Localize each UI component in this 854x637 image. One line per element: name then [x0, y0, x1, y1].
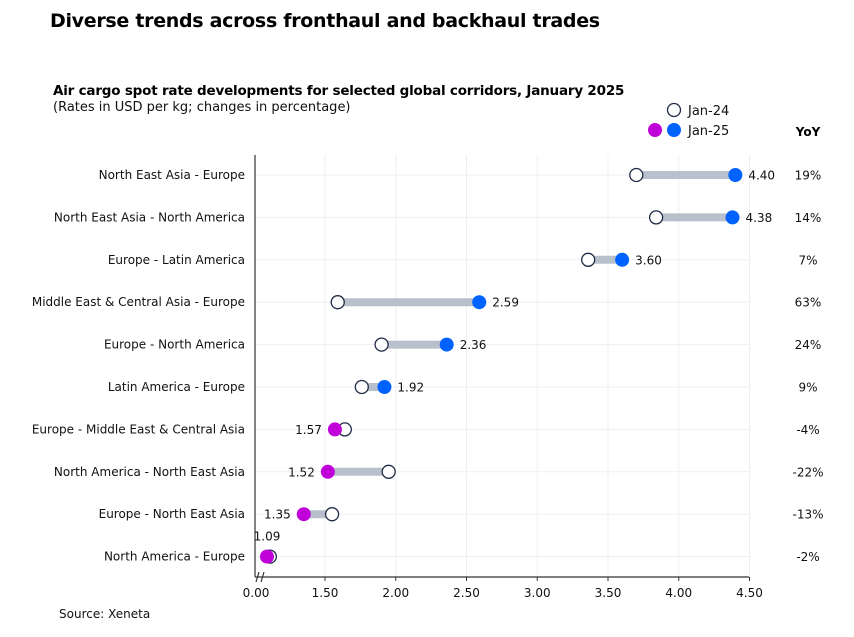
marker-jan25 — [439, 337, 454, 352]
yoy-value: 14% — [795, 211, 822, 225]
category-label: North America - North East Asia — [54, 465, 245, 479]
axes: 0.00 1.50 2.00 2.50 3.00 3.50 4.00 4.50 — [243, 155, 763, 600]
legend: Jan-24 Jan-25 YoY — [648, 102, 821, 139]
row-0: North East Asia - Europe 4.40 19% — [99, 167, 822, 183]
yoy-value: -4% — [796, 423, 819, 437]
chart-rows: North East Asia - Europe 4.40 19%North Eas… — [32, 167, 824, 565]
legend-marker-jan25-decrease — [648, 123, 662, 137]
chart-title: Air cargo spot rate developments for sel… — [53, 83, 625, 99]
marker-jan25 — [296, 507, 311, 522]
marker-jan25 — [615, 252, 630, 267]
value-label: 3.60 — [635, 253, 662, 267]
legend-marker-jan25-increase — [667, 123, 681, 137]
marker-jan25 — [728, 168, 743, 182]
yoy-value: 7% — [798, 253, 817, 267]
category-label: Europe - Latin America — [108, 253, 245, 267]
headline: Diverse trends across fronthaul and back… — [50, 10, 600, 32]
row-1: North East Asia - North America 4.38 14% — [54, 210, 821, 225]
yoy-value: 63% — [795, 296, 822, 310]
category-label: Europe - North America — [104, 338, 245, 352]
x-tick-label: 4.00 — [665, 586, 692, 600]
chart-subtitle: (Rates in USD per kg; changes in percent… — [53, 100, 351, 115]
yoy-value: -2% — [796, 550, 819, 564]
x-tick-label: 4.50 — [736, 586, 763, 600]
category-label: North East Asia - Europe — [99, 168, 245, 182]
x-tick-label: 3.50 — [595, 586, 622, 600]
category-label: North America - Europe — [104, 550, 245, 564]
yoy-value: -22% — [792, 465, 823, 479]
category-label: Middle East & Central Asia - Europe — [32, 295, 245, 309]
x-tick-label: 2.00 — [382, 586, 409, 600]
row-9: North America - Europe 1.09 -2% — [104, 530, 820, 565]
row-7: North America - North East Asia 1.52 -22% — [54, 464, 824, 479]
source-note: Source: Xeneta — [59, 607, 151, 621]
marker-jan24 — [629, 167, 644, 183]
x-tick-label: 1.50 — [312, 586, 339, 600]
marker-jan24 — [381, 464, 396, 479]
marker-jan25 — [472, 295, 487, 310]
value-label: 1.52 — [288, 465, 315, 479]
marker-jan24 — [648, 210, 664, 225]
row-2: Europe - Latin America 3.60 7% — [108, 252, 818, 267]
value-label: 1.09 — [254, 530, 281, 544]
value-label: 1.92 — [397, 381, 424, 395]
marker-jan24 — [330, 295, 345, 310]
x-tick-label: 0.00 — [243, 586, 270, 600]
value-label: 1.57 — [295, 423, 322, 437]
yoy-value: 19% — [795, 169, 822, 183]
axis-break-mark — [260, 571, 265, 583]
legend-marker-jan24 — [666, 102, 682, 118]
row-5: Latin America - Europe 1.92 9% — [108, 379, 818, 395]
marker-jan25 — [377, 380, 392, 394]
marker-jan25 — [725, 210, 740, 225]
yoy-value: 24% — [795, 338, 822, 352]
category-label: Latin America - Europe — [108, 380, 245, 394]
category-label: Europe - North East Asia — [99, 507, 245, 521]
legend-label-jan25: Jan-25 — [687, 124, 729, 139]
row-4: Europe - North America 2.36 24% — [104, 337, 822, 352]
value-label: 2.36 — [460, 338, 487, 352]
value-label: 2.59 — [492, 296, 519, 310]
x-tick-label: 2.50 — [453, 586, 480, 600]
x-tick-label: 3.00 — [524, 586, 551, 600]
row-3: Middle East & Central Asia - Europe 2.59 6… — [32, 295, 821, 310]
marker-jan25 — [259, 549, 274, 564]
value-label: 4.38 — [746, 211, 773, 225]
legend-label-jan24: Jan-24 — [687, 104, 729, 119]
category-label: North East Asia - North America — [54, 210, 245, 224]
yoy-value: 9% — [798, 381, 817, 395]
value-label: 4.40 — [748, 169, 775, 183]
marker-jan24 — [581, 252, 596, 267]
category-label: Europe - Middle East & Central Asia — [32, 422, 245, 436]
row-8: Europe - North East Asia 1.35 -13% — [99, 507, 824, 522]
marker-jan24 — [374, 337, 389, 352]
yoy-header: YoY — [795, 125, 821, 139]
value-label: 1.35 — [264, 508, 291, 522]
marker-jan24 — [354, 379, 369, 395]
axis-break-mark — [255, 571, 260, 583]
marker-jan25 — [327, 422, 342, 437]
row-6: Europe - Middle East & Central Asia 1.57 -… — [32, 422, 820, 437]
marker-jan24 — [324, 507, 340, 522]
yoy-value: -13% — [792, 508, 823, 522]
gridlines — [324, 155, 750, 577]
marker-jan25 — [320, 464, 335, 479]
